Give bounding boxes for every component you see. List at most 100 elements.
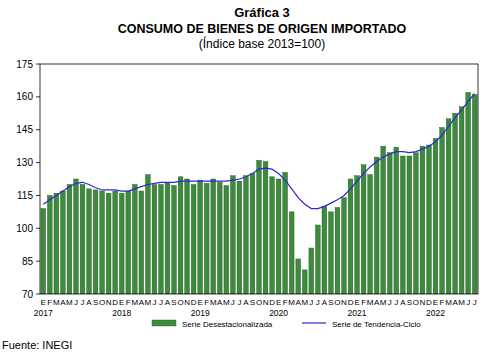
x-tick-label: D — [112, 298, 118, 307]
year-label: 2018 — [112, 308, 131, 318]
bar — [217, 182, 222, 294]
x-tick-label: D — [191, 298, 197, 307]
bar — [414, 153, 419, 294]
x-tick-label: M — [66, 298, 73, 307]
year-label: 2022 — [426, 308, 445, 318]
bar — [374, 157, 379, 294]
x-tick-label: J — [80, 298, 84, 307]
x-tick-label: D — [348, 298, 354, 307]
legend-label: Serie de Tendencia-Ciclo — [332, 320, 421, 329]
y-tick-label: 85 — [22, 256, 34, 267]
x-tick-label: M — [223, 298, 230, 307]
bar — [224, 186, 229, 294]
x-tick-label: O — [334, 298, 340, 307]
x-tick-label: M — [367, 298, 374, 307]
bar — [309, 248, 314, 294]
bar — [113, 191, 118, 294]
bar — [263, 161, 268, 294]
x-tick-label: J — [466, 298, 470, 307]
x-tick-label: J — [159, 298, 163, 307]
legend-swatch — [302, 322, 326, 323]
bar — [348, 179, 353, 294]
bar — [289, 212, 294, 294]
plot-area — [41, 92, 477, 294]
units-note: (Índice base 2013=100) — [199, 36, 325, 51]
x-tick-label: J — [394, 298, 398, 307]
year-label: 2020 — [269, 308, 288, 318]
y-tick — [36, 294, 40, 295]
x-tick-label: A — [400, 298, 406, 307]
x-tick-label: J — [388, 298, 392, 307]
bar — [420, 146, 425, 294]
bar — [453, 113, 458, 294]
bar — [172, 186, 177, 294]
bar — [276, 179, 281, 294]
x-tick-label: O — [256, 298, 262, 307]
x-tick-label: F — [361, 298, 366, 307]
bar — [329, 212, 334, 294]
bar — [394, 147, 399, 294]
x-tick-label: E — [354, 298, 359, 307]
bar — [54, 193, 59, 294]
bar — [198, 180, 203, 294]
y-tick — [36, 129, 40, 130]
x-tick-label: M — [53, 298, 60, 307]
x-tick-label: M — [145, 298, 152, 307]
x-tick-label: N — [106, 298, 112, 307]
y-tick — [36, 96, 40, 97]
bar — [93, 190, 98, 294]
bar — [446, 119, 451, 294]
subtitle: CONSUMO DE BIENES DE ORIGEN IMPORTADO — [118, 22, 407, 36]
y-tick — [36, 195, 40, 196]
bar — [41, 209, 46, 294]
bar — [296, 259, 301, 294]
x-tick-label: M — [380, 298, 387, 307]
x-tick-label: S — [171, 298, 176, 307]
plot-frame — [40, 64, 478, 294]
bar — [100, 191, 105, 294]
bar — [459, 107, 464, 294]
x-tick-label: S — [93, 298, 98, 307]
x-tick-label: S — [328, 298, 333, 307]
bar — [355, 176, 360, 294]
x-tick-label: F — [283, 298, 288, 307]
x-tick-label: N — [341, 298, 347, 307]
bar — [126, 191, 131, 294]
bar — [74, 179, 79, 294]
bar — [427, 145, 432, 294]
y-tick — [36, 261, 40, 262]
bar — [244, 176, 249, 294]
bar — [361, 165, 366, 294]
bar — [106, 193, 111, 294]
bar — [61, 191, 66, 294]
x-tick-label: N — [263, 298, 269, 307]
bar — [472, 95, 477, 294]
y-tick — [36, 64, 40, 65]
x-tick-label: J — [316, 298, 320, 307]
bar — [237, 181, 242, 294]
bar — [315, 225, 320, 294]
bar — [250, 174, 255, 294]
x-tick-label: D — [269, 298, 275, 307]
bar — [270, 177, 275, 294]
title: Gráfica 3 — [234, 5, 290, 20]
x-tick-label: O — [99, 298, 105, 307]
x-tick-label: E — [197, 298, 202, 307]
x-tick-label: J — [74, 298, 78, 307]
x-tick-label: D — [426, 298, 432, 307]
y-tick-label: 70 — [22, 289, 34, 300]
bar — [407, 156, 412, 294]
bar — [185, 179, 190, 294]
bar — [211, 179, 216, 294]
legend: Serie DesestacionalizadaSerie de Tendenc… — [152, 320, 421, 329]
bar — [132, 184, 137, 294]
x-tick-label: M — [131, 298, 138, 307]
x-tick-label: A — [243, 298, 249, 307]
year-label: 2021 — [348, 308, 367, 318]
x-tick-label: O — [177, 298, 183, 307]
bar — [335, 207, 340, 294]
bar — [204, 183, 209, 294]
bar — [257, 160, 262, 294]
trend-line — [43, 94, 474, 209]
y-tick-label: 130 — [16, 157, 33, 168]
